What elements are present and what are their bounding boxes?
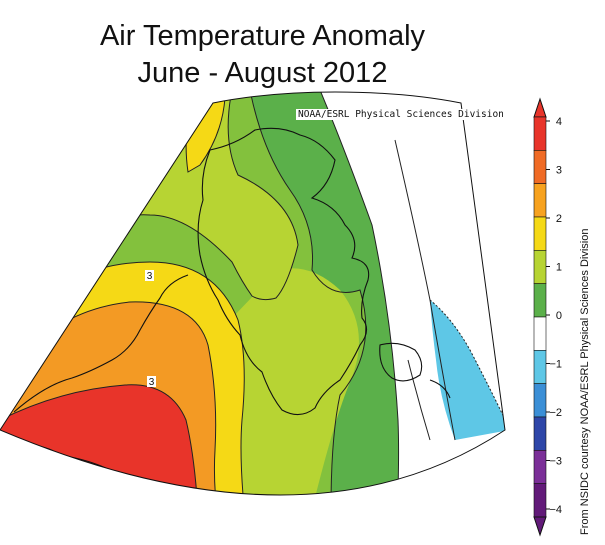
anomaly-band-red xyxy=(0,384,200,495)
source-credit-label: NOAA/ESRL Physical Sciences Division xyxy=(296,109,506,120)
map-frame xyxy=(0,91,506,496)
side-credit-label: From NSIDC courtesy NOAA/ESRL Physical S… xyxy=(579,228,591,535)
contour-label-3-lower: 3 xyxy=(149,377,155,388)
anomaly-band-light-blue xyxy=(430,300,505,440)
map-title-line-1: Air Temperature Anomaly xyxy=(99,20,426,52)
map-title-line-2: June - August 2012 xyxy=(137,57,388,89)
contour-label-3-upper: 3 xyxy=(147,271,153,282)
